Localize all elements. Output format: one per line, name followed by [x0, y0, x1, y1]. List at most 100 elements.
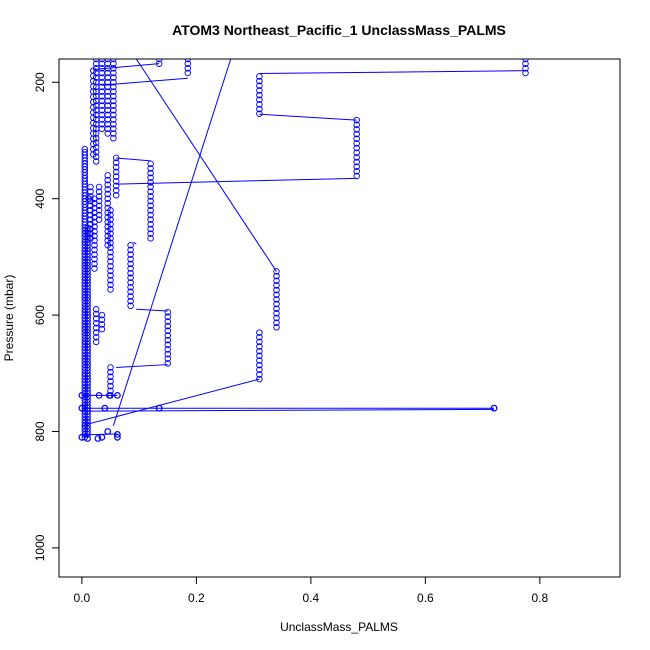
data-point: [256, 110, 263, 117]
data-point: [110, 65, 117, 72]
data-point: [273, 268, 280, 275]
data-point: [91, 241, 98, 249]
data-point: [353, 126, 360, 133]
data-point: [95, 193, 103, 200]
data-point: [127, 251, 134, 258]
data-point: [256, 96, 263, 103]
data-point: [256, 366, 263, 374]
data-point: [95, 211, 103, 219]
data-point: [107, 230, 114, 237]
data-point: [256, 91, 263, 99]
data-point: [107, 221, 114, 228]
data-point: [110, 116, 117, 123]
data-point: [113, 433, 121, 441]
data-point: [104, 181, 111, 188]
data-point: [110, 125, 117, 133]
data-point: [273, 272, 280, 280]
data-point: [273, 314, 280, 322]
data-point: [164, 308, 172, 316]
data-point: [92, 134, 100, 142]
data-point: [256, 347, 263, 355]
data-point: [95, 392, 103, 399]
data-point: [110, 92, 117, 100]
data-point: [110, 83, 117, 91]
data-point: [85, 195, 93, 203]
y-tick-label: 600: [33, 305, 47, 325]
x-tick-label: 0.4: [303, 591, 320, 605]
y-tick-label: 400: [33, 188, 47, 208]
data-point: [110, 120, 117, 128]
x-tick-label: 0.0: [74, 591, 91, 605]
data-point: [91, 246, 98, 254]
data-point: [147, 197, 154, 205]
data-point: [353, 140, 360, 147]
data-point: [104, 190, 111, 198]
data-point: [147, 216, 154, 223]
data-point: [110, 60, 117, 67]
data-point: [256, 333, 263, 341]
data-point: [256, 101, 263, 108]
data-point: [147, 202, 154, 209]
data-point: [273, 282, 280, 289]
data-point: [107, 216, 114, 223]
data-point: [113, 392, 121, 399]
data-point: [147, 230, 154, 237]
data-point: [104, 428, 112, 435]
data-point: [353, 163, 360, 170]
data-point: [353, 172, 360, 180]
data-point: [147, 211, 154, 219]
data-point: [164, 360, 172, 367]
data-point: [91, 237, 98, 244]
data-point: [107, 364, 114, 371]
data-point: [113, 431, 121, 438]
data-point: [112, 191, 120, 199]
data-point: [92, 338, 100, 346]
data-point: [256, 352, 263, 360]
data-point: [256, 371, 263, 378]
data-point: [105, 392, 113, 399]
data-point: [522, 60, 529, 67]
data-point: [94, 435, 102, 442]
data-point: [101, 404, 109, 412]
data-point: [256, 338, 263, 346]
data-point: [147, 221, 154, 228]
data-point: [95, 197, 103, 205]
data-point: [104, 195, 111, 202]
data-point: [256, 77, 263, 85]
data-point: [104, 176, 111, 184]
data-point: [107, 258, 114, 265]
data-point: [112, 168, 120, 176]
data-point: [127, 279, 134, 286]
data-point: [110, 74, 117, 81]
data-point: [87, 188, 94, 195]
series-line-segment: [112, 59, 232, 426]
data-point: [107, 281, 114, 289]
data-point: [91, 223, 98, 230]
data-point: [273, 305, 280, 312]
data-point: [147, 174, 154, 181]
data-point: [164, 346, 172, 353]
data-point: [147, 160, 154, 168]
data-point: [112, 154, 120, 162]
x-axis-title: UnclassMass_PALMS: [280, 620, 398, 634]
data-point: [273, 324, 280, 331]
data-point: [107, 286, 114, 293]
data-point: [256, 87, 263, 94]
series-line-segment: [116, 364, 168, 368]
data-point: [256, 82, 263, 90]
data-point: [127, 255, 134, 263]
data-point: [112, 187, 120, 194]
data-point: [107, 211, 114, 219]
data-point: [92, 130, 100, 137]
data-point: [147, 193, 154, 200]
data-point: [127, 260, 134, 268]
data-point: [91, 228, 98, 235]
data-point: [353, 130, 360, 138]
data-point: [184, 69, 192, 77]
data-point: [273, 286, 280, 294]
data-point: [353, 149, 360, 156]
data-point: [164, 355, 172, 362]
data-point: [353, 144, 360, 152]
data-point: [84, 431, 91, 438]
